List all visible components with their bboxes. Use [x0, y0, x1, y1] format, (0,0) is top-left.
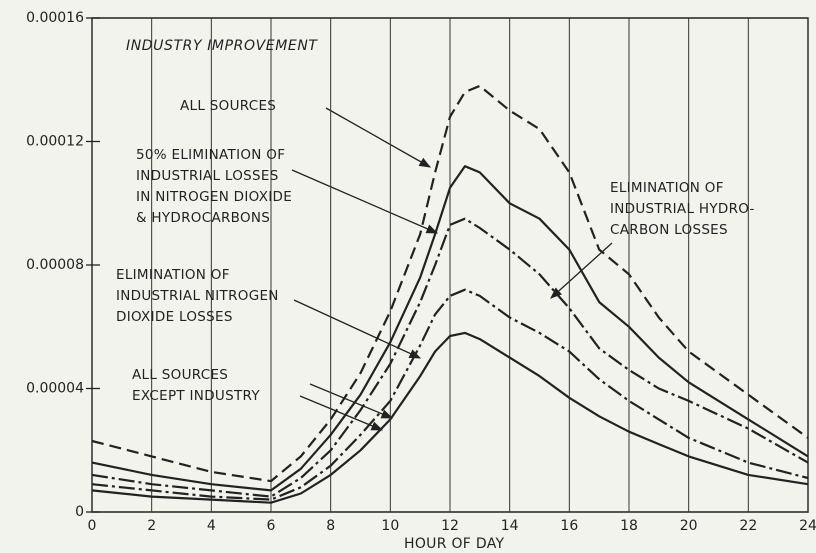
- arrows: [291, 107, 613, 431]
- x-tick-label: 0: [88, 518, 97, 534]
- x-tick-label: 4: [207, 518, 216, 534]
- x-tick-label: 6: [267, 518, 276, 534]
- x-tick-label: 8: [326, 518, 335, 534]
- series-label: ALL SOURCES: [180, 98, 277, 114]
- x-tick-label: 18: [620, 518, 638, 534]
- x-tick-label: 16: [560, 518, 578, 534]
- y-tick-label: 0.00012: [26, 134, 84, 150]
- arrow: [309, 383, 394, 419]
- series-line: [91, 217, 809, 498]
- x-tick-label: 2: [147, 518, 156, 534]
- y-tick-label: 0.00008: [26, 257, 84, 273]
- y-tick-label: 0.00016: [26, 10, 84, 26]
- x-tick-label: 22: [739, 518, 757, 534]
- x-axis-label: HOUR OF DAY: [404, 536, 505, 552]
- series-label: 50% ELIMINATION OF INDUSTRIAL LOSSES IN …: [136, 147, 293, 226]
- x-tick-label: 12: [441, 518, 459, 534]
- arrow: [293, 299, 422, 359]
- arrow: [325, 107, 432, 168]
- arrow: [291, 169, 439, 234]
- series-line: [91, 331, 809, 504]
- annotation: INDUSTRY IMPROVEMENT: [126, 38, 318, 54]
- x-tick-label: 14: [501, 518, 519, 534]
- series-line: [91, 165, 809, 492]
- x-tick-label: 24: [799, 518, 816, 534]
- y-tick-label: 0.00004: [26, 381, 84, 397]
- y-tick-label: 0: [75, 504, 84, 520]
- series-line: [91, 288, 809, 501]
- series-label: ALL SOURCES EXCEPT INDUSTRY: [132, 367, 260, 404]
- x-tick-label: 10: [381, 518, 399, 534]
- series-label: ELIMINATION OF INDUSTRIAL NITROGEN DIOXI…: [116, 267, 279, 325]
- series-line: [91, 84, 809, 483]
- x-tick-label: 20: [680, 518, 698, 534]
- series-label: ELIMINATION OF INDUSTRIAL HYDRO- CARBON …: [610, 180, 755, 238]
